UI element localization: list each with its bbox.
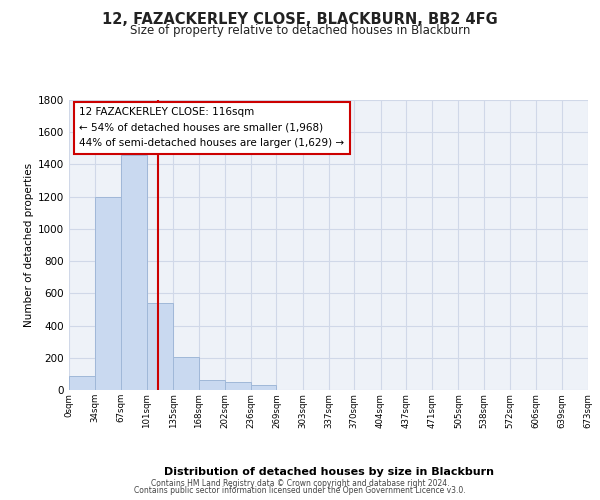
Text: Contains HM Land Registry data © Crown copyright and database right 2024.: Contains HM Land Registry data © Crown c…	[151, 478, 449, 488]
Bar	[147, 303, 173, 390]
Bar	[95, 196, 121, 390]
Bar	[251, 385, 277, 390]
Bar	[173, 357, 199, 390]
Text: Size of property relative to detached houses in Blackburn: Size of property relative to detached ho…	[130, 24, 470, 37]
Text: 12, FAZACKERLEY CLOSE, BLACKBURN, BB2 4FG: 12, FAZACKERLEY CLOSE, BLACKBURN, BB2 4F…	[102, 12, 498, 28]
X-axis label: Distribution of detached houses by size in Blackburn: Distribution of detached houses by size …	[163, 466, 493, 476]
Text: Contains public sector information licensed under the Open Government Licence v3: Contains public sector information licen…	[134, 486, 466, 495]
Bar	[199, 380, 225, 390]
Text: 12 FAZACKERLEY CLOSE: 116sqm
← 54% of detached houses are smaller (1,968)
44% of: 12 FAZACKERLEY CLOSE: 116sqm ← 54% of de…	[79, 108, 344, 148]
Bar	[225, 382, 251, 390]
Bar	[69, 376, 95, 390]
Bar	[121, 155, 147, 390]
Y-axis label: Number of detached properties: Number of detached properties	[24, 163, 34, 327]
